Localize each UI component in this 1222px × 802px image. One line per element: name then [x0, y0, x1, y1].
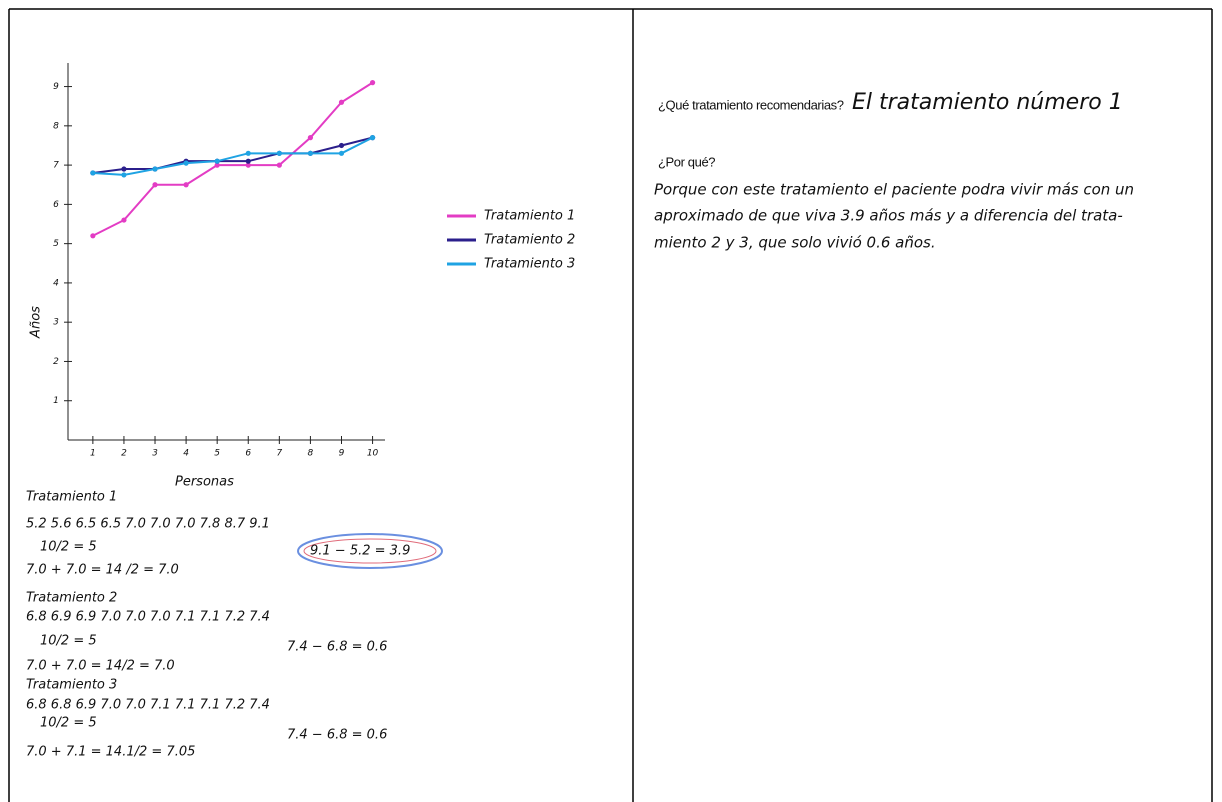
point: [121, 166, 127, 172]
x-tick-label: 4: [183, 449, 189, 459]
x-tick-label: 6: [245, 449, 251, 459]
calc: 10/2 = 5: [40, 540, 97, 555]
point: [152, 166, 158, 172]
calc: 7.0 + 7.0 = 14/2 = 7.0: [26, 659, 175, 674]
point: [307, 135, 314, 141]
point: [338, 150, 345, 156]
point: [276, 150, 282, 156]
answer-line: Porque con este tratamiento el paciente …: [654, 181, 1134, 199]
highlight-cloud: [303, 538, 437, 564]
calc: 10/2 = 5: [40, 716, 97, 731]
calc: 7.0 + 7.0 = 14 /2 = 7.0: [26, 563, 179, 578]
point: [121, 217, 127, 223]
point: [338, 99, 345, 105]
y-tick-label: 9: [53, 82, 59, 92]
point: [152, 182, 158, 188]
values: 5.2 5.6 6.5 6.5 7.0 7.0 7.0 7.8 8.7 9.1: [26, 517, 270, 532]
point: [183, 160, 189, 166]
point: [338, 142, 345, 149]
heading: Tratamiento 1: [26, 490, 117, 505]
question: ¿Por qué?: [658, 154, 715, 169]
calc: 7.4 − 6.8 = 0.6: [287, 640, 387, 655]
calculations: Tratamiento 1 5.2 5.6 6.5 6.5 7.0 7.0 7.…: [26, 490, 410, 760]
series-line: [92, 136, 374, 176]
point: [369, 135, 376, 141]
y-tick-label: 5: [53, 239, 59, 249]
y-tick-label: 2: [53, 357, 59, 367]
point: [369, 80, 376, 86]
point: [307, 150, 314, 156]
x-tick-label: 10: [367, 449, 379, 459]
point: [183, 182, 189, 188]
series-line: [92, 81, 374, 237]
values: 6.8 6.8 6.9 7.0 7.0 7.1 7.1 7.1 7.2 7.4: [26, 698, 270, 713]
point: [214, 158, 220, 164]
point: [121, 172, 127, 178]
answer: El tratamiento número 1: [852, 90, 1123, 115]
point: [245, 150, 251, 156]
y-tick-label: 4: [53, 278, 59, 288]
point: [214, 162, 220, 168]
highlight-cloud: [297, 533, 443, 569]
question: ¿Qué tratamiento recomendarias?: [658, 97, 844, 112]
y-tick-label: 1: [53, 396, 59, 406]
y-tick-label: 8: [53, 121, 59, 131]
values: 6.8 6.9 6.9 7.0 7.0 7.0 7.1 7.1 7.2 7.4: [26, 610, 270, 625]
calc: 7.4 − 6.8 = 0.6: [287, 728, 387, 743]
x-tick-label: 5: [214, 449, 220, 459]
calc: 9.1 − 5.2 = 3.9: [310, 544, 410, 559]
x-tick-label: 2: [121, 449, 127, 459]
heading: Tratamiento 2: [26, 591, 117, 606]
frame: [8, 8, 1213, 802]
x-tick-label: 3: [152, 449, 158, 459]
y-axis-label: Años: [29, 306, 44, 339]
y-tick-label: 6: [53, 200, 59, 210]
answer-line: miento 2 y 3, que solo vivió 0.6 años.: [654, 234, 936, 252]
series-line: [92, 136, 373, 174]
point: [90, 233, 96, 239]
calc: 7.0 + 7.1 = 14.1/2 = 7.05: [26, 745, 195, 760]
calc: 10/2 = 5: [40, 634, 97, 649]
y-tick-label: 3: [53, 318, 59, 328]
answer-line: aproximado de que viva 3.9 años más y a …: [654, 207, 1123, 225]
heading: Tratamiento 3: [26, 678, 117, 693]
chart: 1 2 3 4 5 6 7 8 9 1 2 3 4 5 6 7 8 9 10 Tratamiento 1 Tratami…: [53, 63, 575, 459]
x-axis-label: Personas: [175, 475, 234, 490]
y-tick-label: 7: [53, 161, 59, 171]
point: [90, 170, 96, 176]
legend-label: Tratamiento 1: [484, 209, 575, 224]
legend-label: Tratamiento 3: [484, 257, 575, 272]
x-tick-label: 1: [90, 449, 96, 459]
point: [245, 162, 251, 168]
point: [276, 162, 282, 168]
answers: ¿Qué tratamiento recomendarias? El trata…: [654, 90, 1134, 252]
point: [245, 158, 251, 164]
x-tick-label: 8: [308, 449, 314, 459]
x-tick-label: 9: [339, 449, 345, 459]
x-tick-label: 7: [276, 449, 282, 459]
legend-label: Tratamiento 2: [484, 233, 575, 248]
